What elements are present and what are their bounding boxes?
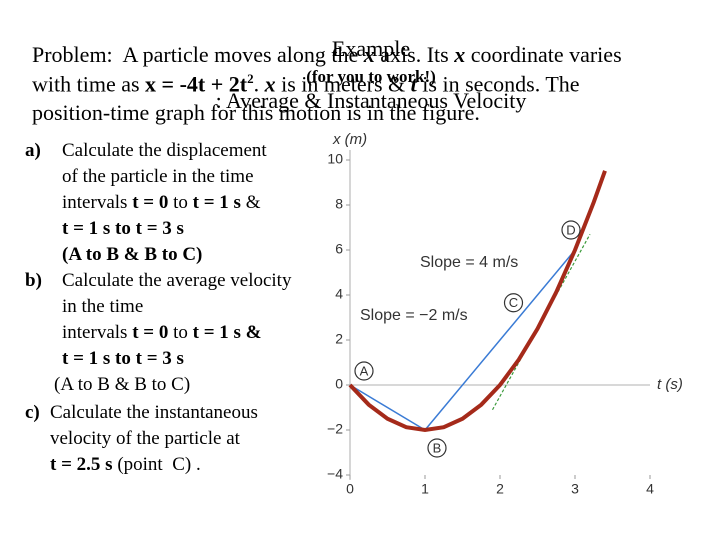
text: x xyxy=(454,42,466,67)
y-tick-label: −4 xyxy=(327,466,343,482)
item-line: Calculate the displacement xyxy=(62,140,267,162)
text: to xyxy=(173,322,188,343)
text: (A to B & B to C) xyxy=(54,374,191,395)
secant-line xyxy=(349,384,426,431)
x-axis-label: t (s) xyxy=(657,376,683,393)
title-text: Example xyxy=(331,36,411,61)
text: axis. Its xyxy=(380,42,449,67)
item-line: t = 1 s to t = 3 s xyxy=(62,218,184,240)
text: position-time graph for this motion is i… xyxy=(32,100,480,125)
item-line: in the time xyxy=(62,296,143,318)
position-curve xyxy=(348,170,607,433)
point-marker xyxy=(503,293,524,313)
item-line: velocity of the particle at xyxy=(50,428,240,450)
text: Calculate the average velocity xyxy=(62,270,292,291)
y-tick-label: 2 xyxy=(335,331,343,347)
text: intervals xyxy=(62,322,128,343)
item-line: intervals t = 0 to t = 1 s & xyxy=(62,192,260,214)
point-marker xyxy=(561,220,581,240)
title-text: : Average & Instantaneous Velocity xyxy=(215,88,527,113)
item-line: Calculate the instantaneous xyxy=(50,402,258,424)
text: A particle moves along the xyxy=(122,42,359,67)
text: x xyxy=(264,71,276,97)
x-tick-label: 0 xyxy=(346,481,354,497)
text: in the time xyxy=(62,296,144,317)
slope-label: Slope = 4 m/s xyxy=(420,254,518,271)
text: t = 1 s & xyxy=(192,322,262,343)
text: Problem: xyxy=(32,42,113,67)
item-label: b) xyxy=(25,270,42,291)
text: t = 1 s to t = 3 s xyxy=(62,218,184,239)
x-tick-label: 3 xyxy=(571,481,579,497)
item-label: c) xyxy=(25,402,40,423)
point-marker xyxy=(427,438,447,458)
item-line: Calculate the average velocity xyxy=(62,270,291,292)
title-note: (for you to work!) xyxy=(306,67,436,86)
text: x xyxy=(363,42,375,67)
text: x = -4t + 2t xyxy=(145,71,248,97)
text: intervals xyxy=(62,192,128,213)
text: Calculate the instantaneous xyxy=(50,402,258,423)
text: is in seconds. The xyxy=(422,71,580,97)
item-line: t = 2.5 s (point C) . xyxy=(50,454,201,476)
y-tick-label: 10 xyxy=(327,151,343,167)
text: Calculate the displacement xyxy=(62,140,267,161)
y-tick-label: 4 xyxy=(335,286,343,302)
text: is in meters & xyxy=(281,71,406,97)
text: t xyxy=(410,71,417,97)
text: 2 xyxy=(247,71,254,86)
point-label: A xyxy=(360,363,369,378)
text: t = 0 xyxy=(132,192,169,213)
text: velocity of the particle at xyxy=(50,428,240,449)
item-label: a) xyxy=(25,140,41,161)
problem-line: Problem: A particle moves along the x ax… xyxy=(32,42,622,68)
item-line: intervals t = 0 to t = 1 s & xyxy=(62,322,262,344)
y-axis-label: x (m) xyxy=(332,131,367,148)
text: (point C) . xyxy=(117,454,201,475)
text: & xyxy=(245,192,261,213)
item-line: of the particle in the time xyxy=(62,166,254,188)
title: Example (for you to work!) : Average & I… xyxy=(0,10,720,140)
text: (A to B & B to C) xyxy=(62,244,203,265)
text: . xyxy=(253,71,260,97)
point-label: B xyxy=(433,440,442,455)
y-tick-label: 6 xyxy=(335,241,343,257)
text: of the particle in the time xyxy=(62,166,254,187)
secant-line xyxy=(424,249,576,431)
point-marker xyxy=(354,361,374,381)
y-tick-label: 0 xyxy=(335,376,343,392)
text: to xyxy=(173,192,188,213)
point-label: C xyxy=(509,295,518,310)
y-tick-label: −2 xyxy=(327,421,343,437)
x-tick-label: 4 xyxy=(646,481,654,497)
text: coordinate varies xyxy=(470,42,622,67)
text: t = 2.5 s xyxy=(50,454,113,475)
x-tick-label: 2 xyxy=(496,481,504,497)
text: t = 1 s to t = 3 s xyxy=(62,348,184,369)
slope-label: Slope = −2 m/s xyxy=(360,307,468,324)
text: t = 0 xyxy=(132,322,169,343)
text: with time as xyxy=(32,71,140,97)
y-tick-label: 8 xyxy=(335,196,343,212)
text: t = 1 s xyxy=(192,192,241,213)
problem-line: position-time graph for this motion is i… xyxy=(32,100,480,126)
problem-line: with time as x = -4t + 2t2. x is in mete… xyxy=(32,71,580,97)
point-label: D xyxy=(566,222,575,237)
item-line: (A to B & B to C) xyxy=(54,374,190,396)
item-line: t = 1 s to t = 3 s xyxy=(62,348,184,370)
x-tick-label: 1 xyxy=(421,481,429,497)
item-line: (A to B & B to C) xyxy=(62,244,202,266)
